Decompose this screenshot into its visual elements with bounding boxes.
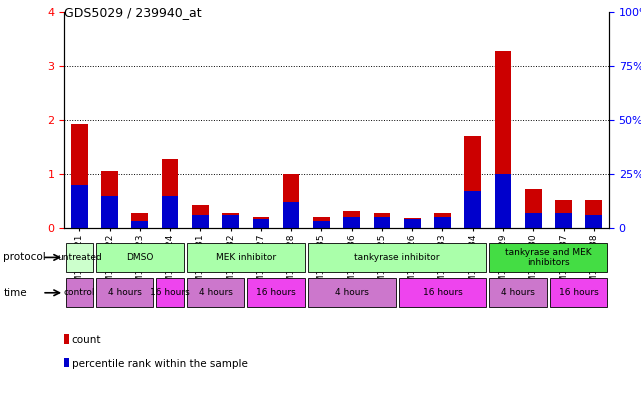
Bar xyxy=(187,278,244,307)
Text: 4 hours: 4 hours xyxy=(108,288,142,297)
Bar xyxy=(96,243,184,272)
Text: 16 hours: 16 hours xyxy=(150,288,190,297)
Bar xyxy=(434,213,451,228)
Bar xyxy=(489,278,547,307)
Bar xyxy=(344,217,360,228)
Bar xyxy=(374,217,390,228)
Text: percentile rank within the sample: percentile rank within the sample xyxy=(72,358,247,369)
Bar xyxy=(162,159,178,228)
Bar xyxy=(283,202,299,228)
Text: 4 hours: 4 hours xyxy=(199,288,233,297)
Text: GDS5029 / 239940_at: GDS5029 / 239940_at xyxy=(64,6,202,19)
Bar xyxy=(222,215,239,228)
Bar xyxy=(344,211,360,228)
Bar xyxy=(404,219,420,228)
Bar xyxy=(525,213,542,228)
Bar xyxy=(465,136,481,228)
Text: 4 hours: 4 hours xyxy=(501,288,535,297)
Bar xyxy=(192,205,208,228)
Bar xyxy=(313,217,329,228)
Bar xyxy=(156,278,184,307)
Bar xyxy=(585,215,602,228)
Text: tankyrase inhibitor: tankyrase inhibitor xyxy=(354,253,440,262)
Bar xyxy=(253,219,269,228)
Text: 16 hours: 16 hours xyxy=(559,288,599,297)
Bar xyxy=(585,200,602,228)
Text: 16 hours: 16 hours xyxy=(422,288,462,297)
Text: protocol: protocol xyxy=(3,252,46,263)
Bar xyxy=(187,243,304,272)
Bar xyxy=(222,213,239,228)
Bar xyxy=(495,174,512,228)
Bar xyxy=(71,124,88,228)
Bar xyxy=(465,191,481,228)
Bar xyxy=(555,213,572,228)
Bar xyxy=(555,200,572,228)
Bar xyxy=(101,195,118,228)
Bar xyxy=(308,278,395,307)
Text: tankyrase and MEK
inhibitors: tankyrase and MEK inhibitors xyxy=(505,248,592,267)
Bar xyxy=(162,195,178,228)
Bar xyxy=(404,218,420,228)
Bar xyxy=(525,189,542,228)
Text: count: count xyxy=(72,335,101,345)
Bar xyxy=(283,174,299,228)
Bar xyxy=(495,51,512,228)
Bar xyxy=(65,243,93,272)
Bar xyxy=(96,278,153,307)
Text: DMSO: DMSO xyxy=(126,253,153,262)
Text: control: control xyxy=(63,288,95,297)
Bar xyxy=(65,278,93,307)
Bar xyxy=(101,171,118,228)
Bar xyxy=(313,221,329,228)
Bar xyxy=(131,221,148,228)
Bar xyxy=(192,215,208,228)
Bar xyxy=(131,213,148,228)
Bar xyxy=(71,185,88,228)
Text: time: time xyxy=(3,288,27,298)
Bar xyxy=(374,213,390,228)
Bar xyxy=(253,217,269,228)
Bar xyxy=(489,243,608,272)
Text: 16 hours: 16 hours xyxy=(256,288,296,297)
Bar xyxy=(550,278,608,307)
Bar xyxy=(308,243,487,272)
Bar xyxy=(247,278,304,307)
Text: MEK inhibitor: MEK inhibitor xyxy=(215,253,276,262)
Text: untreated: untreated xyxy=(57,253,102,262)
Bar xyxy=(399,278,487,307)
Bar xyxy=(434,217,451,228)
Text: 4 hours: 4 hours xyxy=(335,288,369,297)
